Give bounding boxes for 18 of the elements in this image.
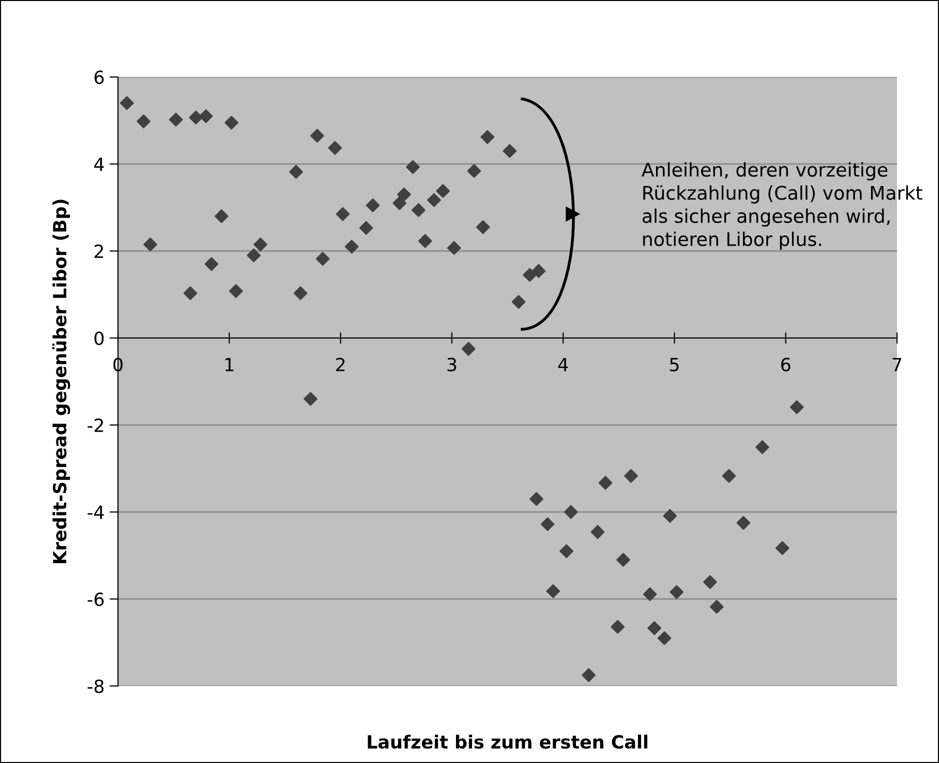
x-tick-label: 2 [336,358,345,372]
y-tick-label: -6 [88,592,104,606]
y-tick-label: -2 [88,418,103,432]
x-tick-label: 1 [226,358,234,372]
y-tick-label: 0 [94,331,104,346]
y-axis-title: Kredit-Spread gegenüber Libor (Bp) [52,200,70,564]
y-tick-label: 2 [94,244,103,258]
x-axis-title: Laufzeit bis zum ersten Call [368,734,648,749]
x-tick-label: 5 [670,358,679,372]
x-tick-label: 6 [781,358,790,372]
y-tick-label: -4 [88,506,104,519]
x-tick-label: 4 [558,358,568,372]
y-tick-label: -8 [88,679,104,694]
annotation: Anleihen, deren vorzeitige Rückzahlung (Call) vom Markt als sicher angesehen wird, notieren Libor plus. [642,162,922,250]
y-tick-label: 6 [94,70,104,84]
y-tick-label: 4 [94,158,104,171]
x-tick-label: 3 [447,358,456,372]
x-tick-label: 7 [892,358,902,372]
